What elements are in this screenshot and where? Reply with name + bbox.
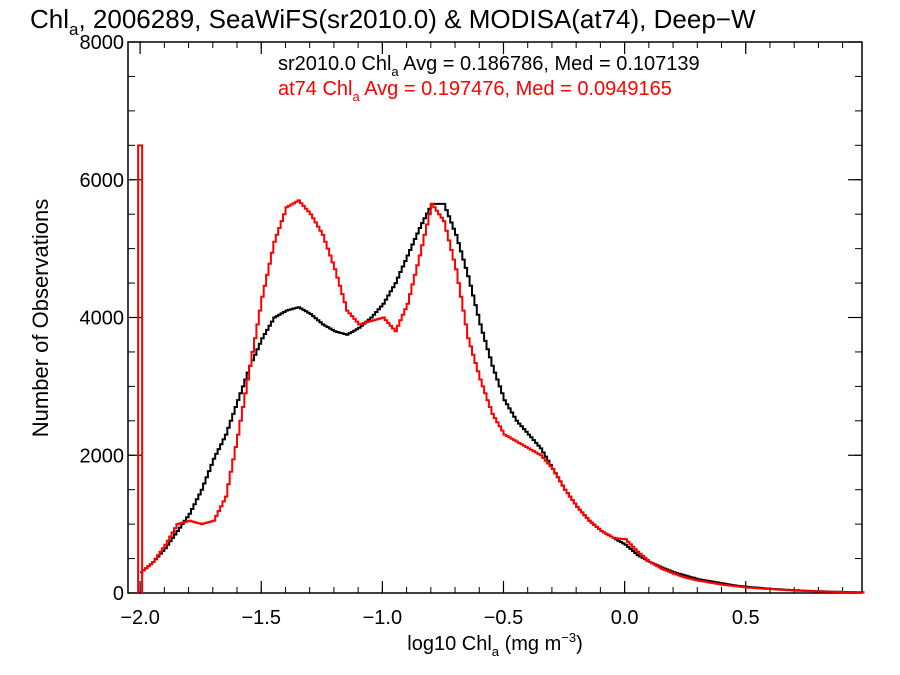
- x-axis-label: log10 Chla (mg m−3): [407, 630, 582, 659]
- legend-entry-sr2010-sub: a: [391, 64, 399, 79]
- x-tick-label: −2.0: [120, 607, 159, 629]
- y-tick-label: 0: [113, 583, 124, 605]
- x-tick-label: 0.5: [732, 607, 760, 629]
- x-tick-label: −1.5: [241, 607, 280, 629]
- legend-entry-sr2010: sr2010.0 Chla Avg = 0.186786, Med = 0.10…: [278, 53, 700, 79]
- chart-title-rest: , 2006289, SeaWiFS(sr2010.0) & MODISA(at…: [78, 4, 755, 34]
- legend-entry-sr2010-pre: sr2010.0 Chl: [278, 53, 391, 75]
- legend-entry-at74-sub: a: [353, 89, 361, 104]
- series-line-0: [140, 202, 865, 594]
- plot-frame: [127, 41, 863, 594]
- chart-title-sub: a: [69, 20, 79, 39]
- legend-entry-sr2010-post: Avg = 0.186786, Med = 0.107139: [399, 53, 700, 75]
- chart-title-main: Chl: [30, 4, 69, 34]
- x-tick-label: 0.0: [611, 607, 639, 629]
- x-axis-label-sub: a: [492, 644, 500, 659]
- legend-entry-at74-post: Avg = 0.197476, Med = 0.0949165: [360, 78, 672, 100]
- series-spike: [137, 144, 144, 593]
- y-tick-label: 2000: [80, 445, 125, 467]
- y-tick-label: 6000: [80, 170, 125, 192]
- chart-title: Chla, 2006289, SeaWiFS(sr2010.0) & MODIS…: [30, 4, 756, 39]
- y-tick-label: 8000: [80, 32, 125, 54]
- x-axis-label-post: ): [576, 633, 583, 655]
- x-tick-label: −0.5: [484, 607, 523, 629]
- x-tick-label: −1.0: [363, 607, 402, 629]
- axis-tick-labels: −2.0 −1.5 −1.0 −0.5 0.0 0.5 0 2000 4000 6000 8000: [80, 32, 760, 629]
- y-axis-label: Number of Observations: [28, 199, 53, 437]
- legend-entry-at74-pre: at74 Chl: [278, 78, 353, 100]
- x-axis-label-sup: −3: [561, 630, 576, 645]
- y-tick-label: 4000: [80, 308, 125, 330]
- x-axis-label-mid: (mg m: [499, 633, 561, 655]
- series-line-1: [140, 199, 865, 594]
- data-series: [137, 144, 865, 594]
- legend-entry-at74: at74 Chla Avg = 0.197476, Med = 0.094916…: [278, 78, 672, 104]
- axis-ticks: [128, 41, 862, 594]
- x-axis-label-pre: log10 Chl: [407, 633, 492, 655]
